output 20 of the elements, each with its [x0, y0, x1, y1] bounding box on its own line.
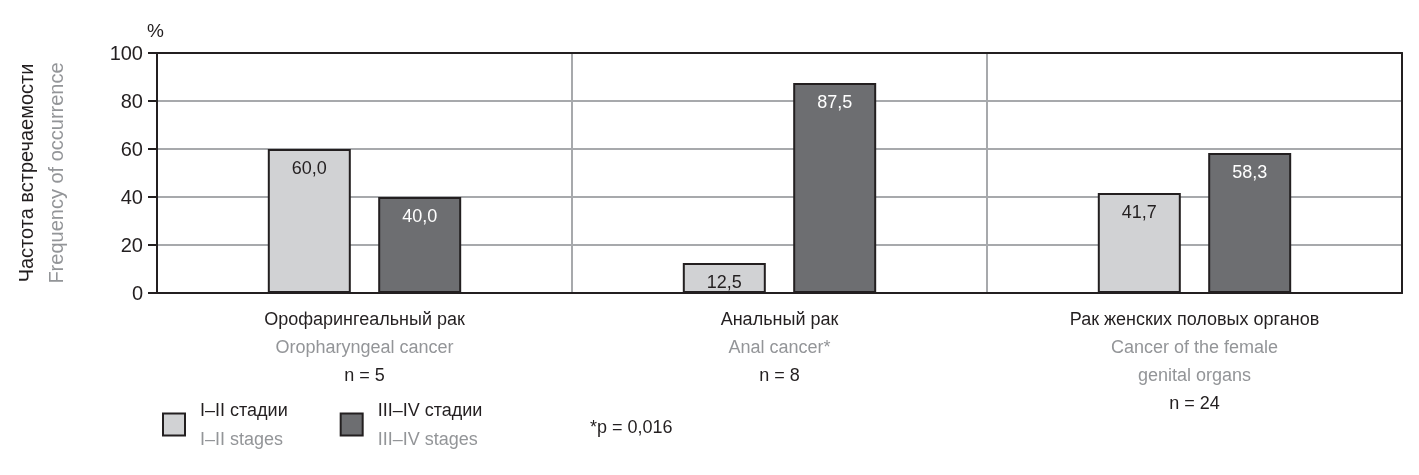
x-tick-label: Рак женских половых органов Cancer of the female genital organs n = 24: [1069, 309, 1320, 413]
y-tick-label: 80: [120, 90, 143, 112]
data-label: 12,5: [706, 272, 742, 292]
x-tick-label: Орофарингеальный рак Oropharyngeal cancer n = 5: [264, 309, 465, 385]
y-tick-label: 20: [120, 234, 143, 256]
text: %: [147, 20, 164, 41]
data-label: 40,0: [402, 206, 438, 226]
y-tick-label: 100: [109, 42, 143, 64]
legend-label: III–IV стадии III–IV stages: [377, 400, 483, 449]
data-label: 41,7: [1121, 201, 1157, 222]
data-label: 87,5: [817, 92, 853, 112]
text: *p = 0,016: [590, 417, 673, 437]
x-tick-label: Анальный рак Anal cancer* n = 8: [720, 309, 839, 385]
y-tick-label: 40: [120, 186, 143, 208]
legend-label: I–II стадии I–II stages: [200, 400, 288, 449]
data-label: 60,0: [291, 158, 327, 178]
data-label: 58,3: [1232, 162, 1268, 183]
y-tick-label: 60: [120, 138, 143, 160]
y-tick-label: 0: [131, 282, 143, 304]
y-axis-title: Частота встречаемости Frequency of occurrence: [15, 62, 67, 284]
